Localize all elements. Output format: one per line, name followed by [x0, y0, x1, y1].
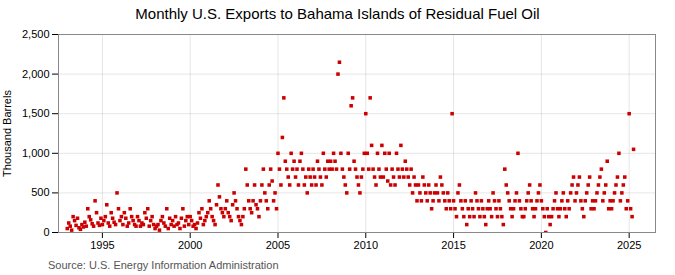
svg-text:2005: 2005: [266, 239, 290, 251]
svg-text:1,000: 1,000: [22, 147, 50, 159]
svg-text:2,500: 2,500: [22, 28, 50, 40]
svg-text:2,000: 2,000: [22, 68, 50, 80]
svg-text:1,500: 1,500: [22, 107, 50, 119]
svg-text:1995: 1995: [90, 239, 114, 251]
svg-text:2020: 2020: [529, 239, 553, 251]
svg-text:2000: 2000: [178, 239, 202, 251]
svg-text:2015: 2015: [441, 239, 465, 251]
svg-text:0: 0: [43, 226, 49, 238]
svg-text:2010: 2010: [354, 239, 378, 251]
svg-text:2025: 2025: [617, 239, 641, 251]
svg-text:Thousand Barrels: Thousand Barrels: [1, 90, 13, 177]
svg-text:500: 500: [31, 186, 49, 198]
html-text:Monthly U.S. Exports to Bahama: Monthly U.S. Exports to Bahama Islands o…: [135, 5, 540, 22]
html-text:Source: U.S. Energy Informatio: Source: U.S. Energy Information Administ…: [48, 259, 279, 271]
